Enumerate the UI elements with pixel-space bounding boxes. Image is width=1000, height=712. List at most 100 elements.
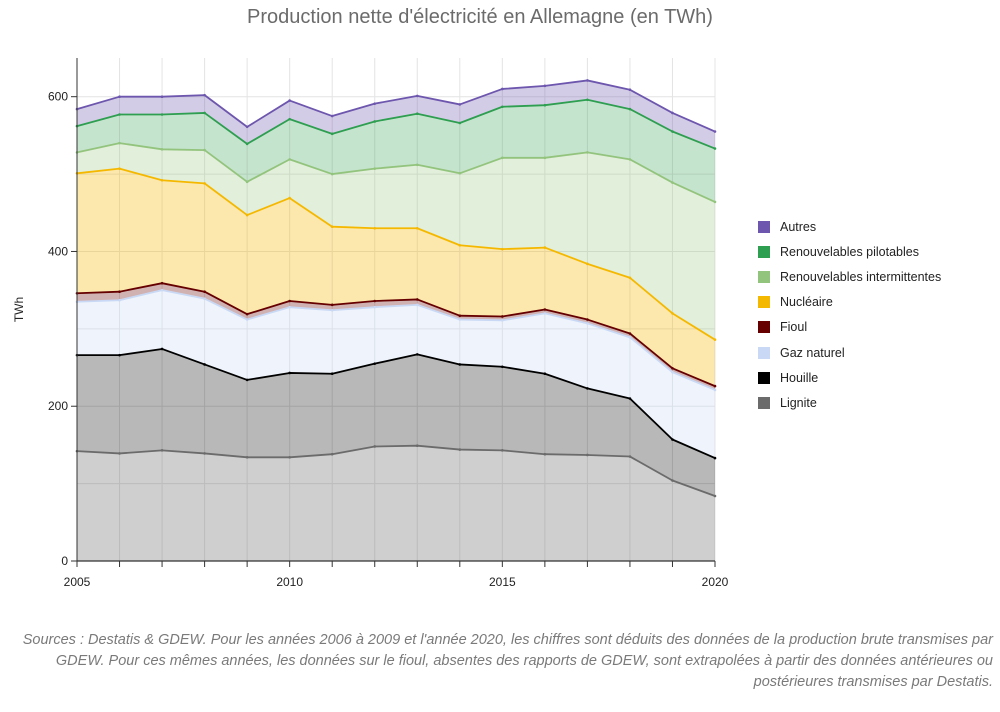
point-lignite (160, 449, 164, 452)
point-renouvelables-pilotables (245, 142, 249, 146)
point-fioul (330, 303, 334, 307)
point-renouvelables-pilotables (330, 132, 334, 136)
point-renouvelables-pilotables (203, 111, 206, 115)
point-houille (288, 371, 291, 375)
x-tick-label: 2015 (489, 575, 516, 589)
point-renouvelables-intermittentes (501, 156, 504, 160)
point-autres (203, 93, 206, 97)
point-fioul (415, 298, 419, 301)
point-renouvelables-intermittentes (330, 172, 334, 176)
point-renouvelables-intermittentes (713, 200, 717, 204)
point-lignite (118, 452, 121, 455)
point-autres (118, 95, 121, 98)
point-houille (713, 456, 717, 460)
legend-item: Autres (758, 214, 941, 239)
point-nucleaire (543, 246, 547, 249)
point-renouvelables-intermittentes (586, 151, 589, 154)
point-houille (160, 347, 164, 351)
x-tick-label: 2020 (702, 575, 729, 589)
point-lignite (713, 494, 717, 498)
line-renouvelables-intermittentes (76, 142, 716, 203)
line-renouvelables-pilotables (76, 98, 716, 150)
y-tick-label: 400 (48, 244, 68, 258)
area-autres (77, 80, 715, 149)
area-lignite (77, 445, 715, 561)
point-renouvelables-pilotables (501, 105, 504, 109)
legend-label: Renouvelables pilotables (780, 244, 919, 259)
point-lignite (415, 444, 419, 447)
point-gaz-naturel (330, 308, 334, 312)
point-nucleaire (586, 262, 589, 266)
point-renouvelables-intermittentes (118, 141, 121, 145)
point-fioul (501, 315, 504, 318)
point-lignite (330, 452, 334, 456)
point-fioul (160, 281, 164, 285)
x-tick-label: 2005 (64, 575, 91, 589)
point-gaz-naturel (118, 298, 121, 302)
point-renouvelables-intermittentes (203, 148, 206, 152)
point-renouvelables-intermittentes (373, 167, 377, 170)
point-nucleaire (330, 225, 334, 228)
point-renouvelables-pilotables (160, 113, 164, 116)
area-fioul (77, 283, 715, 390)
point-autres (586, 79, 589, 82)
point-autres (671, 111, 674, 115)
point-nucleaire (373, 226, 377, 230)
point-lignite (203, 452, 206, 455)
point-fioul (628, 332, 632, 335)
point-houille (415, 353, 419, 356)
point-houille (203, 363, 206, 366)
line-fioul (76, 282, 716, 387)
point-autres (330, 114, 334, 118)
point-nucleaire (628, 276, 632, 280)
legend-item: Renouvelables pilotables (758, 239, 941, 264)
point-nucleaire (713, 338, 717, 341)
point-fioul (118, 290, 121, 294)
point-fioul (586, 318, 589, 321)
point-fioul (203, 290, 206, 294)
point-gaz-naturel (671, 370, 674, 374)
chart-legend: Autres Renouvelables pilotables Renouvelab… (758, 214, 941, 416)
point-autres (160, 95, 164, 98)
chart-title: Production nette d'électricité en Allema… (247, 6, 713, 28)
point-renouvelables-intermittentes (543, 156, 547, 160)
point-renouvelables-intermittentes (671, 181, 674, 184)
x-tick-label: 2010 (276, 575, 303, 589)
point-houille (543, 372, 547, 376)
legend-label: Gaz naturel (780, 345, 845, 360)
point-renouvelables-intermittentes (288, 158, 291, 161)
point-nucleaire (671, 312, 674, 315)
point-houille (245, 378, 249, 382)
area-gaz-naturel (77, 290, 715, 459)
point-houille (628, 397, 632, 400)
legend-item: Nucléaire (758, 290, 941, 315)
line-nucleaire (76, 167, 716, 341)
point-gaz-naturel (458, 318, 462, 321)
line-houille (77, 348, 716, 459)
legend-label: Nucléaire (780, 295, 833, 310)
point-renouvelables-pilotables (415, 112, 419, 116)
point-houille (671, 438, 674, 441)
point-lignite (628, 455, 632, 458)
point-gaz-naturel (373, 305, 377, 309)
line-lignite (76, 444, 716, 497)
point-renouvelables-pilotables (288, 117, 291, 121)
point-gaz-naturel (628, 336, 632, 339)
legend-swatch (758, 296, 770, 309)
point-houille (458, 363, 462, 366)
legend-label: Autres (780, 219, 817, 234)
point-houille (586, 387, 589, 390)
source-footnote: Sources : Destatis & GDEW. Pour les anné… (22, 632, 993, 690)
legend-swatch (758, 321, 770, 334)
point-autres (543, 84, 547, 88)
point-nucleaire (415, 226, 419, 230)
point-autres (245, 125, 249, 129)
area-renouvelables-pilotables (77, 99, 715, 202)
area-series-group (77, 80, 715, 561)
point-nucleaire (160, 178, 164, 182)
legend-swatch (758, 396, 770, 409)
point-gaz-naturel (586, 322, 589, 325)
legend-item: Gaz naturel (758, 340, 941, 365)
point-renouvelables-pilotables (628, 107, 632, 111)
point-lignite (373, 445, 377, 448)
